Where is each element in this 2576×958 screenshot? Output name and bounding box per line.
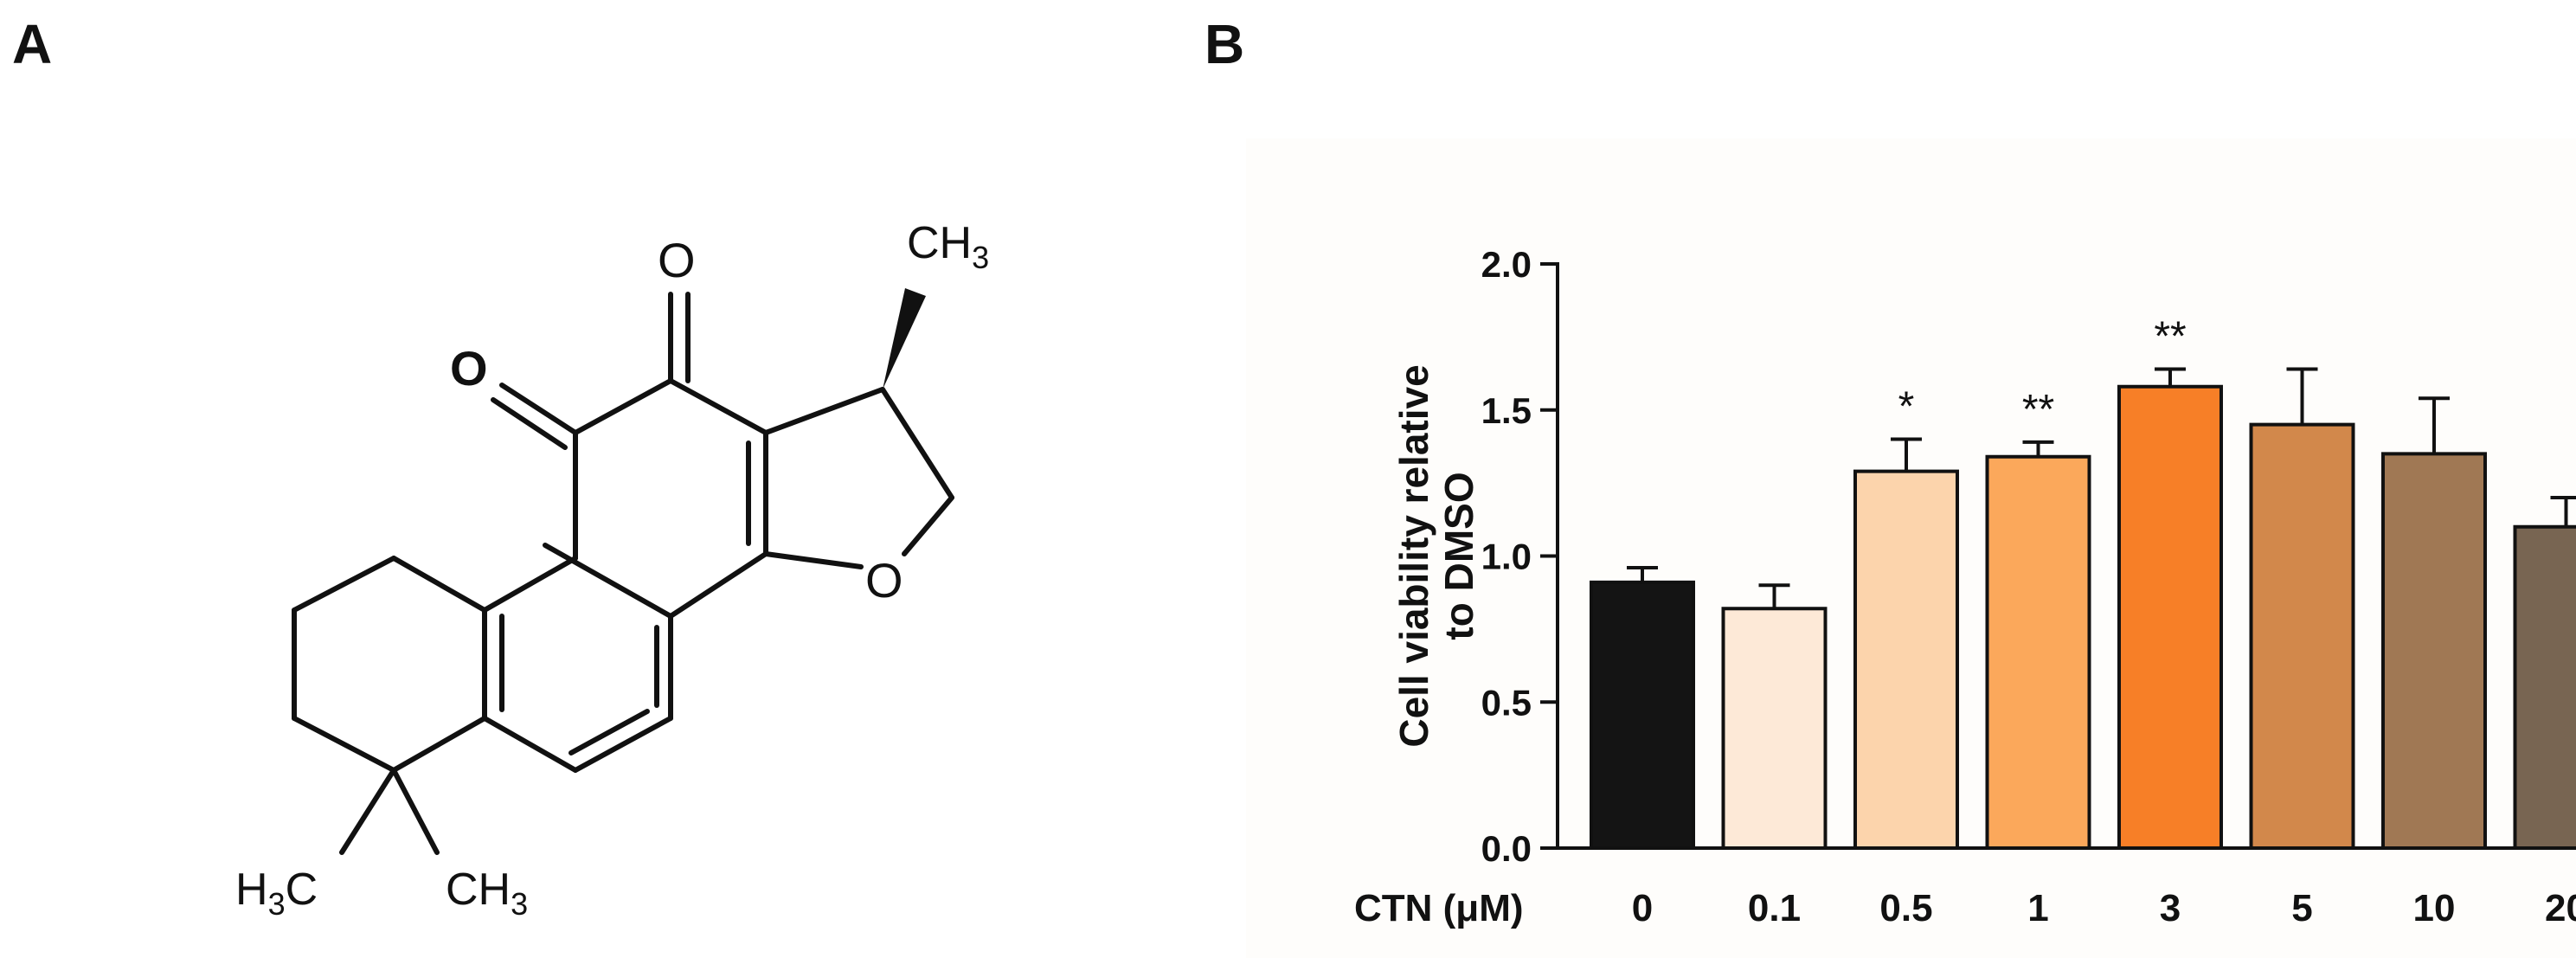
bond: [902, 495, 954, 556]
bar-10: [2381, 452, 2487, 850]
oxygen-top-label: O: [658, 233, 696, 287]
significance-label: **: [2154, 314, 2186, 360]
bond: [763, 551, 864, 569]
bond: [668, 378, 768, 435]
bar-3: [2117, 384, 2223, 850]
y-tick-label: 1.5: [1481, 390, 1532, 431]
bond: [573, 716, 673, 773]
bar-1: [1985, 454, 2091, 850]
methyl-left-label: H3C: [235, 865, 318, 922]
oxygen-ring-label: O: [865, 553, 903, 608]
x-tick-label: 0.1: [1748, 887, 1801, 929]
bar-0.1: [1721, 607, 1828, 850]
methyl-top-label: CH3: [907, 218, 989, 275]
wedge-bond: [883, 288, 926, 389]
x-axis-label: CTN (μM): [1354, 887, 1524, 929]
bond: [339, 768, 396, 855]
bond: [391, 716, 487, 773]
panel-b-label: B: [1204, 13, 1245, 75]
bond: [292, 716, 396, 773]
bond: [543, 543, 673, 619]
bond: [482, 556, 578, 613]
chemical-structure: O O O CH3 H3C CH3: [235, 218, 989, 922]
significance-label: **: [2022, 387, 2054, 433]
y-tick-label: 2.0: [1481, 244, 1532, 285]
bond-inner: [569, 709, 650, 755]
x-tick-label: 0: [1632, 887, 1653, 929]
significance-label: *: [1898, 384, 1915, 430]
bond: [391, 556, 487, 613]
bond: [391, 768, 440, 855]
x-tick-label: 3: [2160, 887, 2181, 929]
y-tick-label: 1.0: [1481, 537, 1532, 577]
bond: [573, 378, 673, 435]
bond: [880, 387, 954, 500]
y-tick-label: 0.0: [1481, 828, 1532, 869]
x-tick-label: 10: [2413, 887, 2456, 929]
bond: [668, 551, 768, 619]
x-tick-label: 5: [2291, 887, 2312, 929]
panel-a-label: A: [12, 13, 53, 75]
bar-0.5: [1853, 469, 1959, 850]
bond: [491, 397, 568, 450]
bar-5: [2249, 422, 2355, 850]
bar-0: [1590, 580, 1695, 850]
oxygen-left-label: O: [450, 341, 488, 395]
bond: [482, 716, 578, 773]
x-tick-label: 1: [2027, 887, 2048, 929]
y-axis-label: Cell viability relativeto DMSO: [1391, 364, 1481, 747]
methyl-right-label: CH3: [446, 865, 528, 922]
bond: [763, 387, 885, 435]
x-tick-label: 20: [2545, 887, 2576, 929]
bond: [499, 383, 578, 435]
bar-20: [2513, 524, 2576, 850]
bond: [292, 556, 396, 613]
x-tick-label: 0.5: [1879, 887, 1932, 929]
y-tick-label: 0.5: [1481, 682, 1532, 723]
